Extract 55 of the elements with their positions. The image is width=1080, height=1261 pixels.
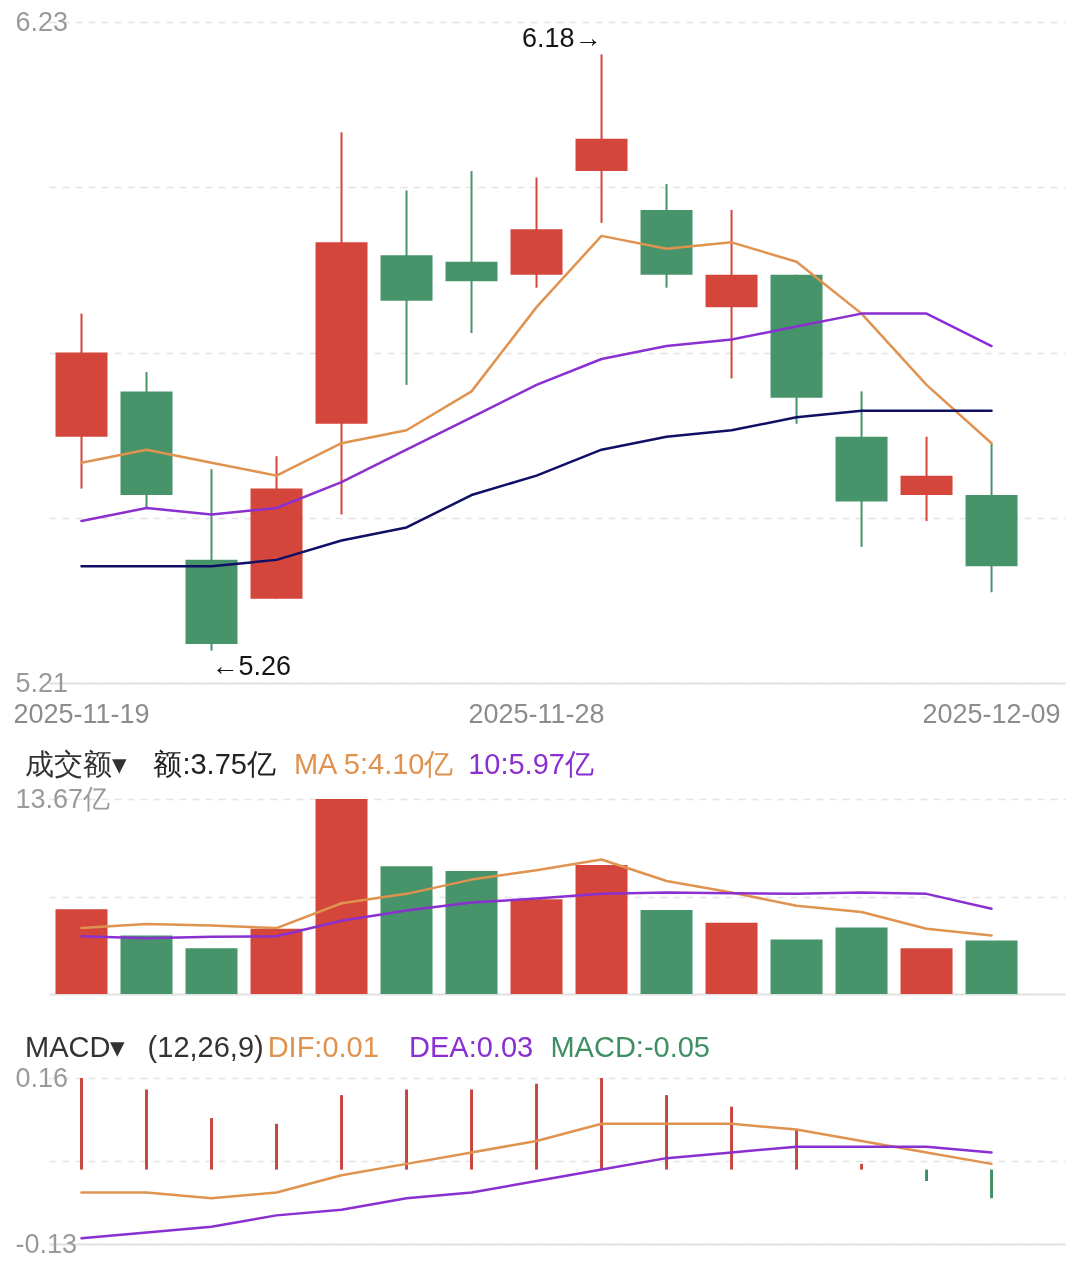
bar [470, 1089, 473, 1170]
chart-title: MACD▾ [25, 1031, 126, 1063]
bar [665, 1095, 668, 1170]
bar [445, 870, 498, 994]
annotation: ←5.26 [211, 650, 292, 681]
bar [535, 1083, 538, 1170]
y-tick-label: 5.21 [15, 667, 69, 698]
bar [405, 1089, 408, 1170]
bar [145, 1089, 148, 1170]
text: MA 5:4.10亿 [293, 748, 454, 780]
bar [965, 940, 1018, 994]
bar [510, 899, 563, 994]
line-series [80, 1122, 993, 1200]
bar [250, 928, 303, 994]
bar [80, 1078, 83, 1170]
bar [770, 939, 823, 994]
chart-title: 成交额▾ [25, 748, 127, 780]
chart-subtitle: (12,26,9) [147, 1031, 264, 1063]
annotation: 6.18→ [521, 23, 602, 54]
line-series [80, 234, 993, 477]
bar [575, 864, 628, 994]
bar [55, 909, 108, 994]
bar [185, 948, 238, 994]
bar [600, 1078, 603, 1170]
text: DEA:0.03 [409, 1031, 534, 1063]
bar [640, 909, 693, 994]
bar [315, 799, 368, 994]
bar [705, 922, 758, 994]
bar [990, 1169, 994, 1199]
bar [730, 1106, 733, 1170]
bar [900, 948, 953, 994]
bar [835, 927, 888, 994]
y-tick-label: 6.23 [15, 6, 69, 37]
text: DIF:0.01 [267, 1031, 379, 1063]
line-series [80, 312, 993, 523]
x-tick-label: 2025-11-28 [468, 698, 605, 729]
x-tick-label: 2025-12-09 [922, 698, 1061, 729]
line-series [80, 1145, 993, 1240]
bar [380, 866, 433, 994]
bar [120, 935, 173, 994]
text: 额:3.75亿 [153, 748, 276, 780]
x-tick-label: 2025-11-19 [13, 698, 150, 729]
bar [210, 1118, 213, 1170]
series-label: MACD:-0.05 [550, 1031, 710, 1063]
line-series [80, 409, 993, 568]
y-tick-label: 0.16 [15, 1062, 69, 1093]
y-tick-label: -0.13 [15, 1228, 78, 1259]
bar [275, 1123, 278, 1170]
bar [860, 1163, 863, 1170]
text: 10:5.97亿 [468, 748, 594, 780]
candlestick [445, 170, 498, 335]
bar [925, 1169, 929, 1182]
y-tick-label: 13.67亿 [15, 783, 111, 814]
bar [795, 1129, 798, 1170]
bar [340, 1095, 343, 1170]
